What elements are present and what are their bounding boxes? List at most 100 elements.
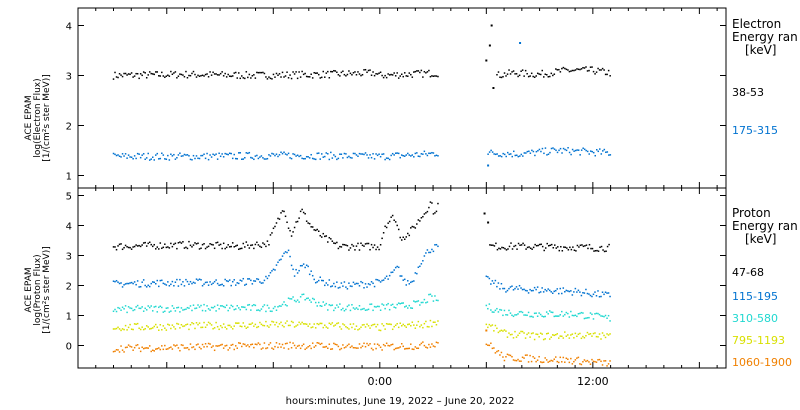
proton-point [527, 361, 530, 363]
electron-legend: Electron Energy ran [keV] [732, 17, 798, 57]
proton-point [502, 356, 504, 358]
proton-point [231, 242, 234, 244]
proton-point [230, 284, 232, 287]
proton-point [358, 285, 361, 287]
proton-point [567, 290, 569, 292]
proton-point [514, 287, 516, 290]
electron-point [194, 73, 196, 76]
proton-point [520, 330, 522, 333]
proton-point [115, 310, 118, 313]
proton-point [563, 246, 565, 248]
proton-point [195, 278, 198, 280]
proton-panel: 01234547-68115-195310-580795-11931060-19… [66, 187, 792, 369]
electron-point [133, 155, 136, 157]
electron-point [167, 74, 169, 77]
electron-point [564, 148, 566, 151]
proton-point [257, 325, 260, 328]
proton-point [357, 347, 359, 349]
electron-point [499, 76, 501, 78]
proton-point [123, 351, 125, 353]
proton-point [219, 243, 222, 246]
proton-point [112, 350, 115, 353]
electron-point [195, 76, 198, 78]
electron-point [327, 70, 329, 73]
proton-point [292, 321, 294, 324]
proton-point [355, 325, 358, 327]
proton-point [269, 234, 272, 236]
proton-point [488, 277, 491, 280]
proton-point [601, 332, 604, 334]
proton-point [603, 315, 605, 318]
proton-point [485, 304, 488, 307]
electron-point [311, 77, 314, 79]
proton-point [286, 221, 288, 224]
proton-point [490, 283, 492, 285]
proton-point [124, 346, 127, 349]
proton-point [334, 307, 337, 309]
proton-point [583, 317, 586, 320]
proton-point [319, 276, 321, 278]
proton-point [579, 312, 581, 315]
proton-point [600, 245, 603, 248]
proton-point [186, 306, 189, 309]
proton-point [296, 299, 299, 301]
proton-point [508, 287, 510, 290]
proton-point [201, 326, 204, 329]
proton-point [331, 304, 334, 306]
electron-point [271, 152, 273, 155]
proton-legend-title-1: Proton [732, 206, 771, 220]
proton-point [283, 252, 285, 255]
electron-point [201, 74, 204, 77]
proton-point [558, 337, 560, 339]
electron-point [367, 69, 370, 72]
proton-point [301, 208, 303, 211]
proton-point [364, 243, 367, 245]
proton-point [234, 345, 237, 347]
proton-point [345, 325, 347, 328]
proton-point [127, 326, 130, 329]
electron-point [553, 73, 556, 75]
proton-point [352, 346, 355, 349]
electron-point [216, 158, 219, 160]
proton-point [544, 247, 547, 249]
electron-point [423, 70, 426, 73]
electron-point [349, 156, 352, 159]
proton-point [351, 304, 353, 306]
electron-point [503, 72, 506, 74]
proton-point [317, 230, 320, 232]
proton-point [508, 332, 510, 334]
electron-point [121, 75, 124, 78]
proton-point [419, 325, 421, 328]
electron-point [426, 71, 429, 73]
proton-point [496, 248, 499, 251]
proton-point [336, 304, 338, 306]
proton-point [278, 218, 281, 220]
proton-point [561, 361, 563, 363]
electron-point [138, 153, 140, 155]
electron-point [173, 72, 175, 74]
proton-point [120, 329, 122, 332]
proton-point [180, 307, 183, 309]
electron-point [544, 147, 547, 149]
proton-point [322, 346, 325, 348]
proton-point [588, 333, 590, 336]
proton-point [491, 324, 494, 326]
proton-point [207, 284, 210, 286]
proton-point [573, 314, 575, 317]
proton-point [500, 282, 503, 285]
electron-point [425, 72, 427, 74]
proton-point [322, 301, 325, 303]
proton-point [336, 281, 338, 283]
electron-point [161, 152, 163, 155]
proton-point [145, 309, 148, 311]
electron-point [391, 74, 394, 76]
electron-point [238, 152, 240, 154]
electron-point [355, 154, 358, 156]
proton-point [391, 214, 394, 217]
electron-point [185, 70, 187, 73]
proton-point [431, 248, 433, 251]
proton-point [182, 325, 184, 328]
electron-point [508, 153, 510, 156]
proton-point [491, 347, 494, 350]
proton-point [277, 261, 279, 264]
